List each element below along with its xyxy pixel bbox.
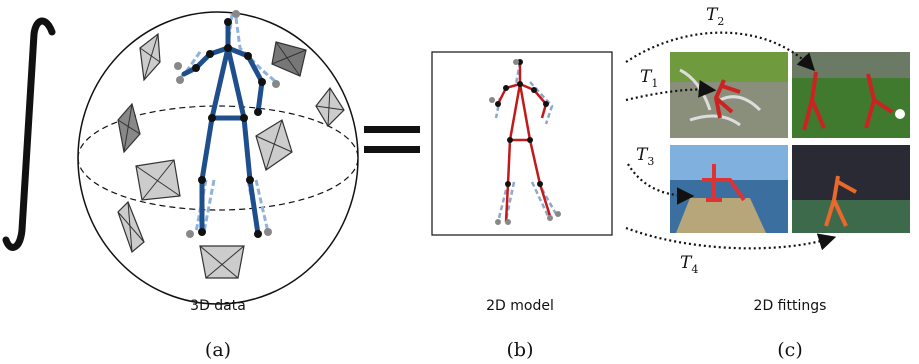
- skeleton-2d-part-part: [555, 211, 561, 217]
- skeleton-3d-part-part: [254, 108, 262, 116]
- photos-part: [895, 109, 905, 119]
- skeleton-2d-part-part: [507, 137, 513, 143]
- caption: 2D model: [486, 298, 554, 314]
- photos-part: [792, 200, 910, 233]
- model-box: [432, 52, 612, 235]
- skeleton-3d: [174, 10, 280, 238]
- skeleton-2d-part-part: [495, 101, 501, 107]
- photos: [670, 52, 910, 233]
- skeleton-3d-part-part: [208, 114, 216, 122]
- panel-label: (b): [507, 339, 534, 361]
- transform-label: T3: [636, 145, 654, 168]
- panel-label: (a): [205, 339, 231, 361]
- skeleton-2d-part-part: [531, 87, 537, 93]
- panel-label: (c): [777, 339, 802, 361]
- skeleton-3d-part-part: [174, 62, 182, 70]
- skeleton-3d-part-part: [224, 44, 232, 52]
- photos-part: [670, 52, 788, 82]
- skeleton-3d-part-part: [240, 114, 248, 122]
- transform-label: T1: [640, 67, 658, 90]
- skeleton-2d-part-part: [537, 181, 543, 187]
- skeleton-2d-part-part: [517, 81, 523, 87]
- equals-sign: [364, 126, 420, 153]
- cameras-part: [272, 42, 306, 76]
- skeleton-3d-part-part: [186, 230, 194, 238]
- sphere-part: [78, 158, 358, 210]
- transform-label-part: 3: [647, 155, 654, 168]
- skeleton-3d-part-part: [254, 230, 262, 238]
- equals-sign-part: [364, 146, 420, 153]
- skeleton-2d-part-part: [547, 215, 553, 221]
- skeleton-2d-part-part: [543, 101, 549, 107]
- skeleton-3d-part-part: [246, 176, 254, 184]
- transform-label-part: 2: [717, 15, 724, 28]
- skeleton-3d-part-part: [224, 18, 232, 26]
- skeleton-3d-part-part: [176, 76, 184, 84]
- skeleton-3d-part-part: [244, 52, 252, 60]
- skeleton-3d-part-part: [258, 78, 266, 86]
- skeleton-3d-part-part: [198, 228, 206, 236]
- skeleton-2d-part-part: [503, 85, 509, 91]
- skeleton-2d-part-part: [495, 219, 501, 225]
- skeleton-2d-part-part: [489, 97, 495, 103]
- skeleton-2d-part-part: [527, 137, 533, 143]
- cameras-part: [140, 34, 160, 80]
- cameras-part: [200, 246, 244, 278]
- figure: T2 T1 T3 T4 3D data 2D model 2D fittings…: [0, 0, 919, 364]
- skeleton-3d-part-part: [206, 50, 214, 58]
- transform-label-part: 1: [651, 77, 658, 90]
- transform-label: T2: [706, 5, 724, 28]
- transform-label-part: 4: [691, 263, 698, 276]
- integral-sign: [6, 21, 52, 247]
- skeleton-3d-part-part: [198, 176, 206, 184]
- transform-label: T4: [680, 253, 698, 276]
- skeleton-3d-part-part: [272, 80, 280, 88]
- skeleton-2d-part-part: [513, 59, 519, 65]
- skeleton-2d-part-part: [505, 181, 511, 187]
- caption: 3D data: [190, 298, 246, 314]
- cameras-part: [118, 104, 140, 152]
- skeleton-3d-part-part: [232, 10, 240, 18]
- photos-part: [792, 52, 910, 78]
- skeleton-3d-part-part: [192, 64, 200, 72]
- equals-sign-part: [364, 126, 420, 133]
- caption: 2D fittings: [754, 298, 827, 314]
- skeleton-2d-part-part: [505, 219, 511, 225]
- skeleton-3d-part-part: [264, 228, 272, 236]
